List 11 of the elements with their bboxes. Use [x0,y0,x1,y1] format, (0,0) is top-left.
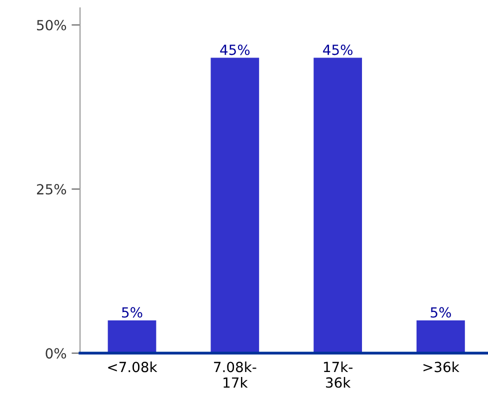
x-tick-label: >36k [424,362,460,372]
y-tick-label: 0% [46,348,66,359]
data-label: 5% [430,307,451,318]
x-tick-label: 7.08k- 17k [214,362,256,388]
data-label: 45% [220,44,250,56]
y-tick-label: 25% [36,184,66,195]
data-label: 5% [122,307,142,318]
x-tick-label: <7.08k [108,362,158,372]
y-tick-label: 50% [37,20,66,30]
data-label: 45% [323,44,352,56]
x-tick-label: 17k- 36k [324,362,352,388]
